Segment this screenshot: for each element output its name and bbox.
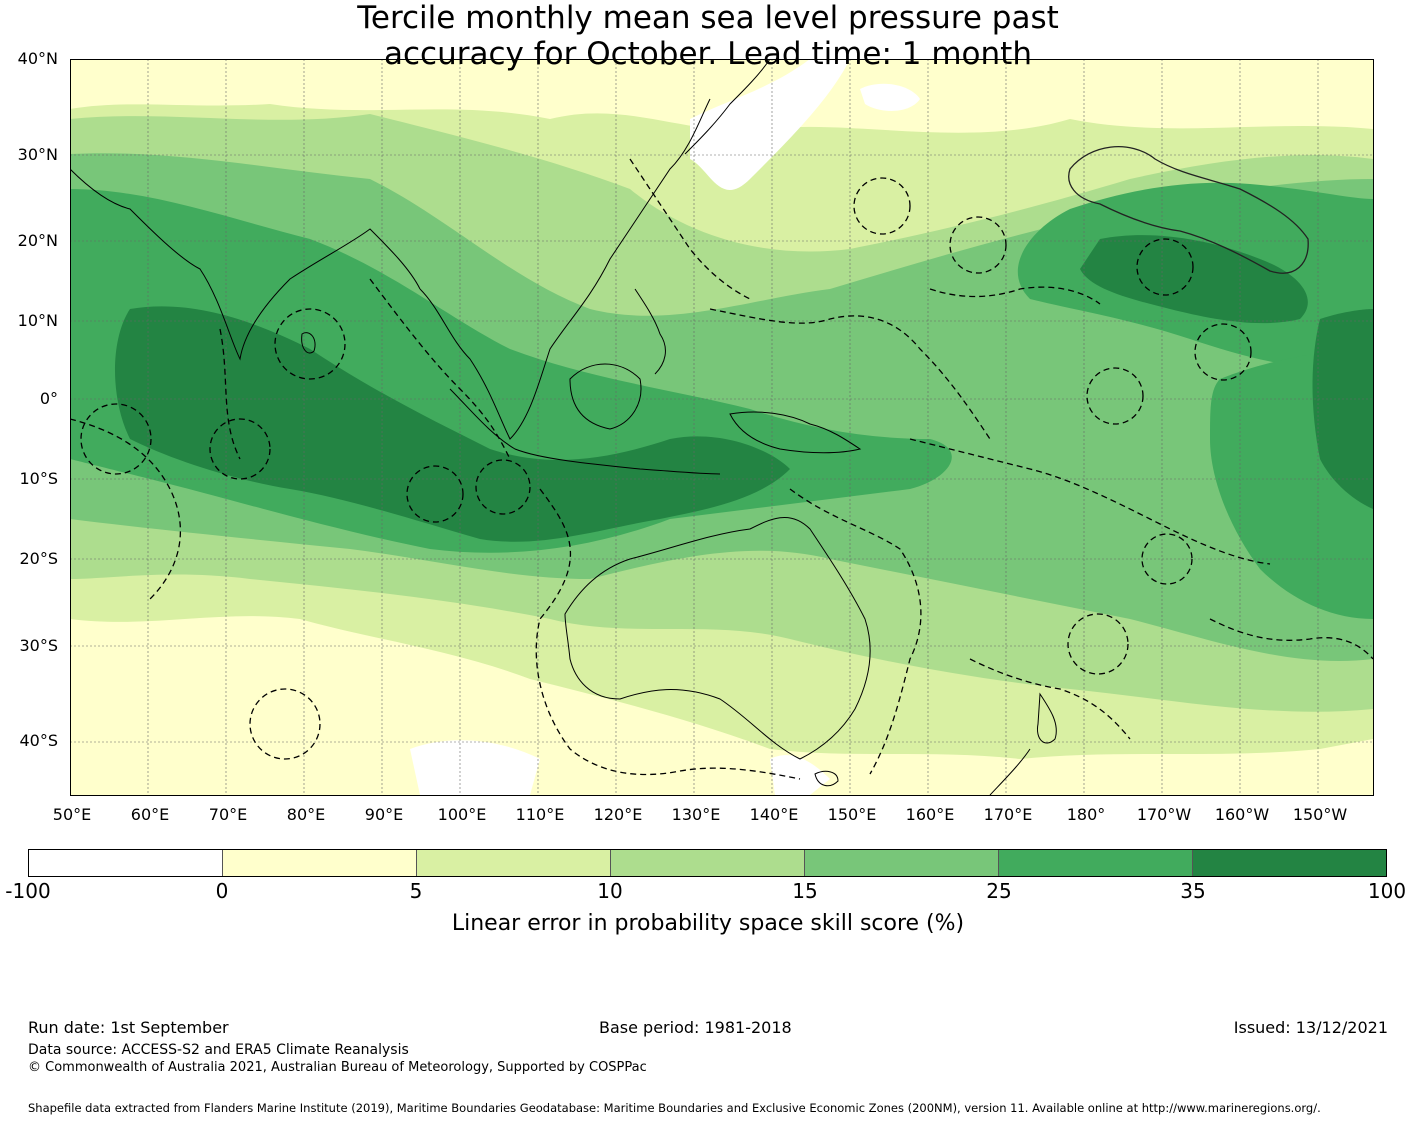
lat-label-10s: 10°S — [19, 469, 58, 488]
colorbar-tick: -100 — [5, 879, 51, 903]
lon-label-60e: 60°E — [130, 805, 170, 824]
lat-label-40n: 40°N — [17, 49, 58, 68]
lon-label-90e: 90°E — [364, 805, 404, 824]
colorbar-segment — [611, 850, 805, 876]
lat-label-30s: 30°S — [19, 636, 58, 655]
colorbar-segment — [999, 850, 1193, 876]
colorbar-tick: 35 — [1180, 879, 1206, 903]
lat-label-20s: 20°S — [19, 549, 58, 568]
lon-label-110e: 110°E — [515, 805, 565, 824]
lon-label-160w: 160°W — [1214, 805, 1270, 824]
skill-score-map — [70, 59, 1373, 795]
colorbar-tick: 5 — [409, 879, 423, 903]
colorbar-tick: 10 — [597, 879, 623, 903]
data-source: Data source: ACCESS-S2 and ERA5 Climate … — [28, 1042, 409, 1058]
lon-label-100e: 100°E — [437, 805, 487, 824]
lon-label-80e: 80°E — [286, 805, 326, 824]
colorbar-label: Linear error in probability space skill … — [451, 911, 965, 936]
colorbar-tick: 15 — [792, 879, 818, 903]
lon-label-140e: 140°E — [749, 805, 799, 824]
colorbar-segment — [805, 850, 999, 876]
lon-label-70e: 70°E — [208, 805, 248, 824]
base-period: Base period: 1981-2018 — [599, 1018, 792, 1037]
colorbar-tick: 25 — [986, 879, 1012, 903]
colorbar-segment — [417, 850, 611, 876]
lon-label-150w: 150°W — [1292, 805, 1348, 824]
colorbar — [28, 849, 1387, 877]
colorbar-tick: 100 — [1367, 879, 1407, 903]
colorbar-tick: 0 — [215, 879, 229, 903]
run-date: Run date: 1st September — [28, 1018, 229, 1037]
map-title: Tercile monthly mean sea level pressure … — [0, 0, 1416, 72]
lat-label-0: 0° — [39, 389, 58, 408]
copyright-notice: © Commonwealth of Australia 2021, Austra… — [28, 1060, 647, 1075]
lon-label-130e: 130°E — [671, 805, 721, 824]
lon-label-120e: 120°E — [593, 805, 643, 824]
map-title-line1: Tercile monthly mean sea level pressure … — [357, 0, 1059, 36]
lat-label-20n: 20°N — [17, 231, 58, 250]
lon-label-160e: 160°E — [905, 805, 955, 824]
map-title-line2: accuracy for October. Lead time: 1 month — [384, 36, 1032, 72]
lon-label-180: 180° — [1066, 805, 1106, 824]
colorbar-segment — [29, 850, 223, 876]
issued-date: Issued: 13/12/2021 — [1233, 1018, 1388, 1037]
lon-label-50e: 50°E — [52, 805, 92, 824]
shapefile-credit: Shapefile data extracted from Flanders M… — [28, 1101, 1321, 1115]
lat-label-40s: 40°S — [19, 731, 58, 750]
lat-label-30n: 30°N — [17, 145, 58, 164]
colorbar-segment — [1193, 850, 1386, 876]
lat-label-10n: 10°N — [17, 311, 58, 330]
lon-label-170e: 170°E — [983, 805, 1033, 824]
colorbar-segment — [223, 850, 417, 876]
lon-label-170w: 170°W — [1136, 805, 1192, 824]
lon-label-150e: 150°E — [827, 805, 877, 824]
